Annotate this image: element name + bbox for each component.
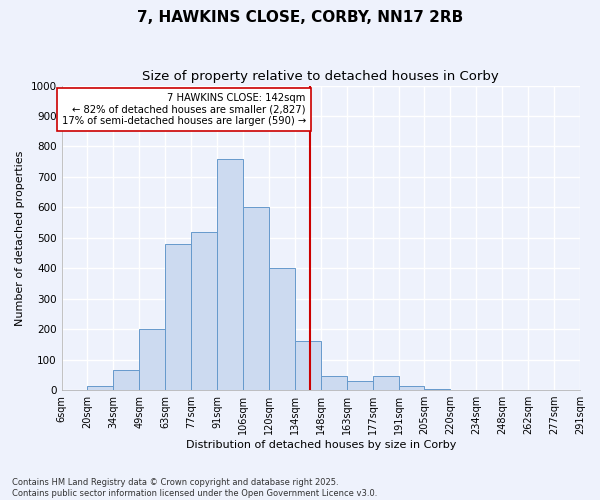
Text: 7 HAWKINS CLOSE: 142sqm
← 82% of detached houses are smaller (2,827)
17% of semi: 7 HAWKINS CLOSE: 142sqm ← 82% of detache… bbox=[62, 93, 306, 126]
Text: Contains HM Land Registry data © Crown copyright and database right 2025.
Contai: Contains HM Land Registry data © Crown c… bbox=[12, 478, 377, 498]
Y-axis label: Number of detached properties: Number of detached properties bbox=[15, 150, 25, 326]
Bar bbox=[139, 329, 165, 390]
Bar bbox=[269, 268, 295, 390]
Bar bbox=[321, 376, 347, 390]
Bar bbox=[347, 381, 373, 390]
Title: Size of property relative to detached houses in Corby: Size of property relative to detached ho… bbox=[142, 70, 499, 83]
Bar bbox=[165, 244, 191, 390]
Bar bbox=[398, 386, 424, 390]
Bar bbox=[88, 386, 113, 390]
Bar bbox=[113, 370, 139, 390]
Bar bbox=[191, 232, 217, 390]
X-axis label: Distribution of detached houses by size in Corby: Distribution of detached houses by size … bbox=[185, 440, 456, 450]
Text: 7, HAWKINS CLOSE, CORBY, NN17 2RB: 7, HAWKINS CLOSE, CORBY, NN17 2RB bbox=[137, 10, 463, 25]
Bar bbox=[243, 208, 269, 390]
Bar bbox=[424, 388, 451, 390]
Bar bbox=[217, 158, 243, 390]
Bar bbox=[295, 342, 321, 390]
Bar bbox=[373, 376, 398, 390]
